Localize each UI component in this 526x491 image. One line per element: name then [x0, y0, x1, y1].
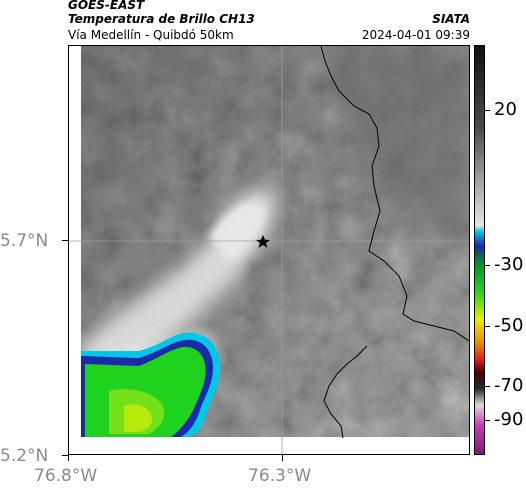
- colorbar-tick: [485, 110, 490, 111]
- organization-label: SIATA: [432, 12, 470, 26]
- lon-label-76-8: 76.8°W: [34, 466, 98, 486]
- lat-tick: [62, 455, 68, 456]
- lat-label-5-2: 5.2°N: [0, 446, 49, 466]
- colorbar-tick: [485, 265, 490, 266]
- lon-label-76-3: 76.3°W: [248, 466, 312, 486]
- boundary-lines: [320, 46, 469, 439]
- lat-label-5-7: 5.7°N: [0, 231, 49, 251]
- timestamp: 2024-04-01 09:39: [361, 28, 470, 42]
- colorbar-label-20: 20: [494, 99, 517, 120]
- satellite-title: GOES-EAST: [68, 0, 145, 12]
- colorbar-tick: [485, 420, 490, 421]
- colorbar: [474, 45, 485, 455]
- lon-tick: [282, 455, 283, 461]
- colorbar-label-minus70: -70: [494, 375, 524, 396]
- lon-tick: [68, 455, 69, 461]
- colorbar-tick: [485, 386, 490, 387]
- product-title: Temperatura de Brillo CH13: [68, 12, 255, 26]
- graticule: [69, 46, 469, 454]
- cold-cloud-cluster: [81, 332, 221, 437]
- star-icon: [256, 235, 270, 248]
- brightness-field: [69, 46, 469, 454]
- satellite-map[interactable]: [68, 45, 470, 455]
- region-subtitle: Vía Medellín - Quibdó 50km: [68, 28, 234, 42]
- lat-tick: [62, 240, 68, 241]
- colorbar-label-minus50: -50: [494, 315, 524, 336]
- colorbar-label-minus30: -30: [494, 254, 524, 275]
- colorbar-tick: [485, 326, 490, 327]
- colorbar-label-minus90: -90: [494, 409, 524, 430]
